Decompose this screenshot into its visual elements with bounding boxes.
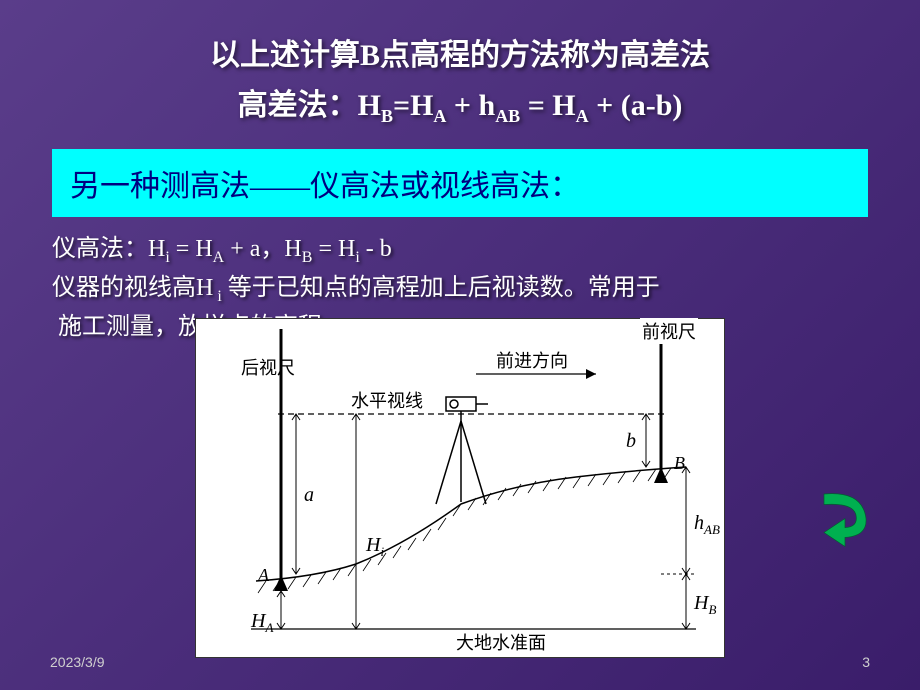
direction-arrowhead [586,369,596,379]
level-instrument [436,397,488,504]
footer-page: 3 [862,654,870,670]
body-line1-prefix: 仪高法： [52,236,148,262]
dim-a-label: a [304,484,314,506]
dim-ha-label: HA [250,610,273,635]
leveling-diagram: 水平视线 前进方向 后视尺 前视尺 [195,318,725,658]
point-b-label: B [674,453,685,473]
body-line1-formula: Hi = HA + a，HB = Hi - b [148,236,392,262]
body-line1: 仪高法：Hi = HA + a，HB = Hi - b [52,231,868,270]
dim-b [642,414,650,467]
point-a-label: A [257,565,270,585]
terrain-line [256,467,686,581]
title-prefix: 高差法： [238,89,358,122]
dim-hi [352,414,360,629]
title-formula: HB=HA + hAB = HA + (a-b) [358,89,683,122]
title-line2: 高差法：HB=HA + hAB = HA + (a-b) [0,80,920,127]
front-staff-label-outer: 前视尺 [640,318,698,344]
datum-label: 大地水准面 [456,633,546,653]
title-line1: 以上述计算B点高程的方法称为高差法 [0,30,920,74]
dim-ha [277,591,285,629]
return-arrow-icon[interactable] [810,480,880,550]
back-staff-label: 后视尺 [241,358,295,378]
dim-hi-label: Hi [365,534,384,559]
title-block: 以上述计算B点高程的方法称为高差法 高差法：HB=HA + hAB = HA +… [0,0,920,127]
dim-hb [682,574,690,629]
dim-b-label: b [626,430,636,452]
direction-label: 前进方向 [496,351,568,371]
dim-hab-label: hAB [694,512,720,537]
dim-hb-label: HB [693,592,716,617]
terrain-hatch [258,468,671,593]
dim-hab [661,467,696,574]
dim-a [292,414,300,574]
footer-date: 2023/3/9 [50,654,105,670]
point-a-marker [274,575,288,591]
horiz-line-label: 水平视线 [351,391,423,411]
highlight-heading: 另一种测高法——仪高法或视线高法： [52,149,868,217]
